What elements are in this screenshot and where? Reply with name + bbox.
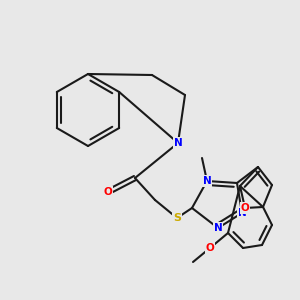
- Text: O: O: [103, 187, 112, 197]
- Text: S: S: [173, 213, 181, 223]
- Text: O: O: [206, 243, 214, 253]
- Text: N: N: [202, 176, 211, 186]
- Text: N: N: [174, 138, 182, 148]
- Text: O: O: [241, 203, 249, 213]
- Text: N: N: [214, 223, 222, 233]
- Text: N: N: [238, 208, 246, 218]
